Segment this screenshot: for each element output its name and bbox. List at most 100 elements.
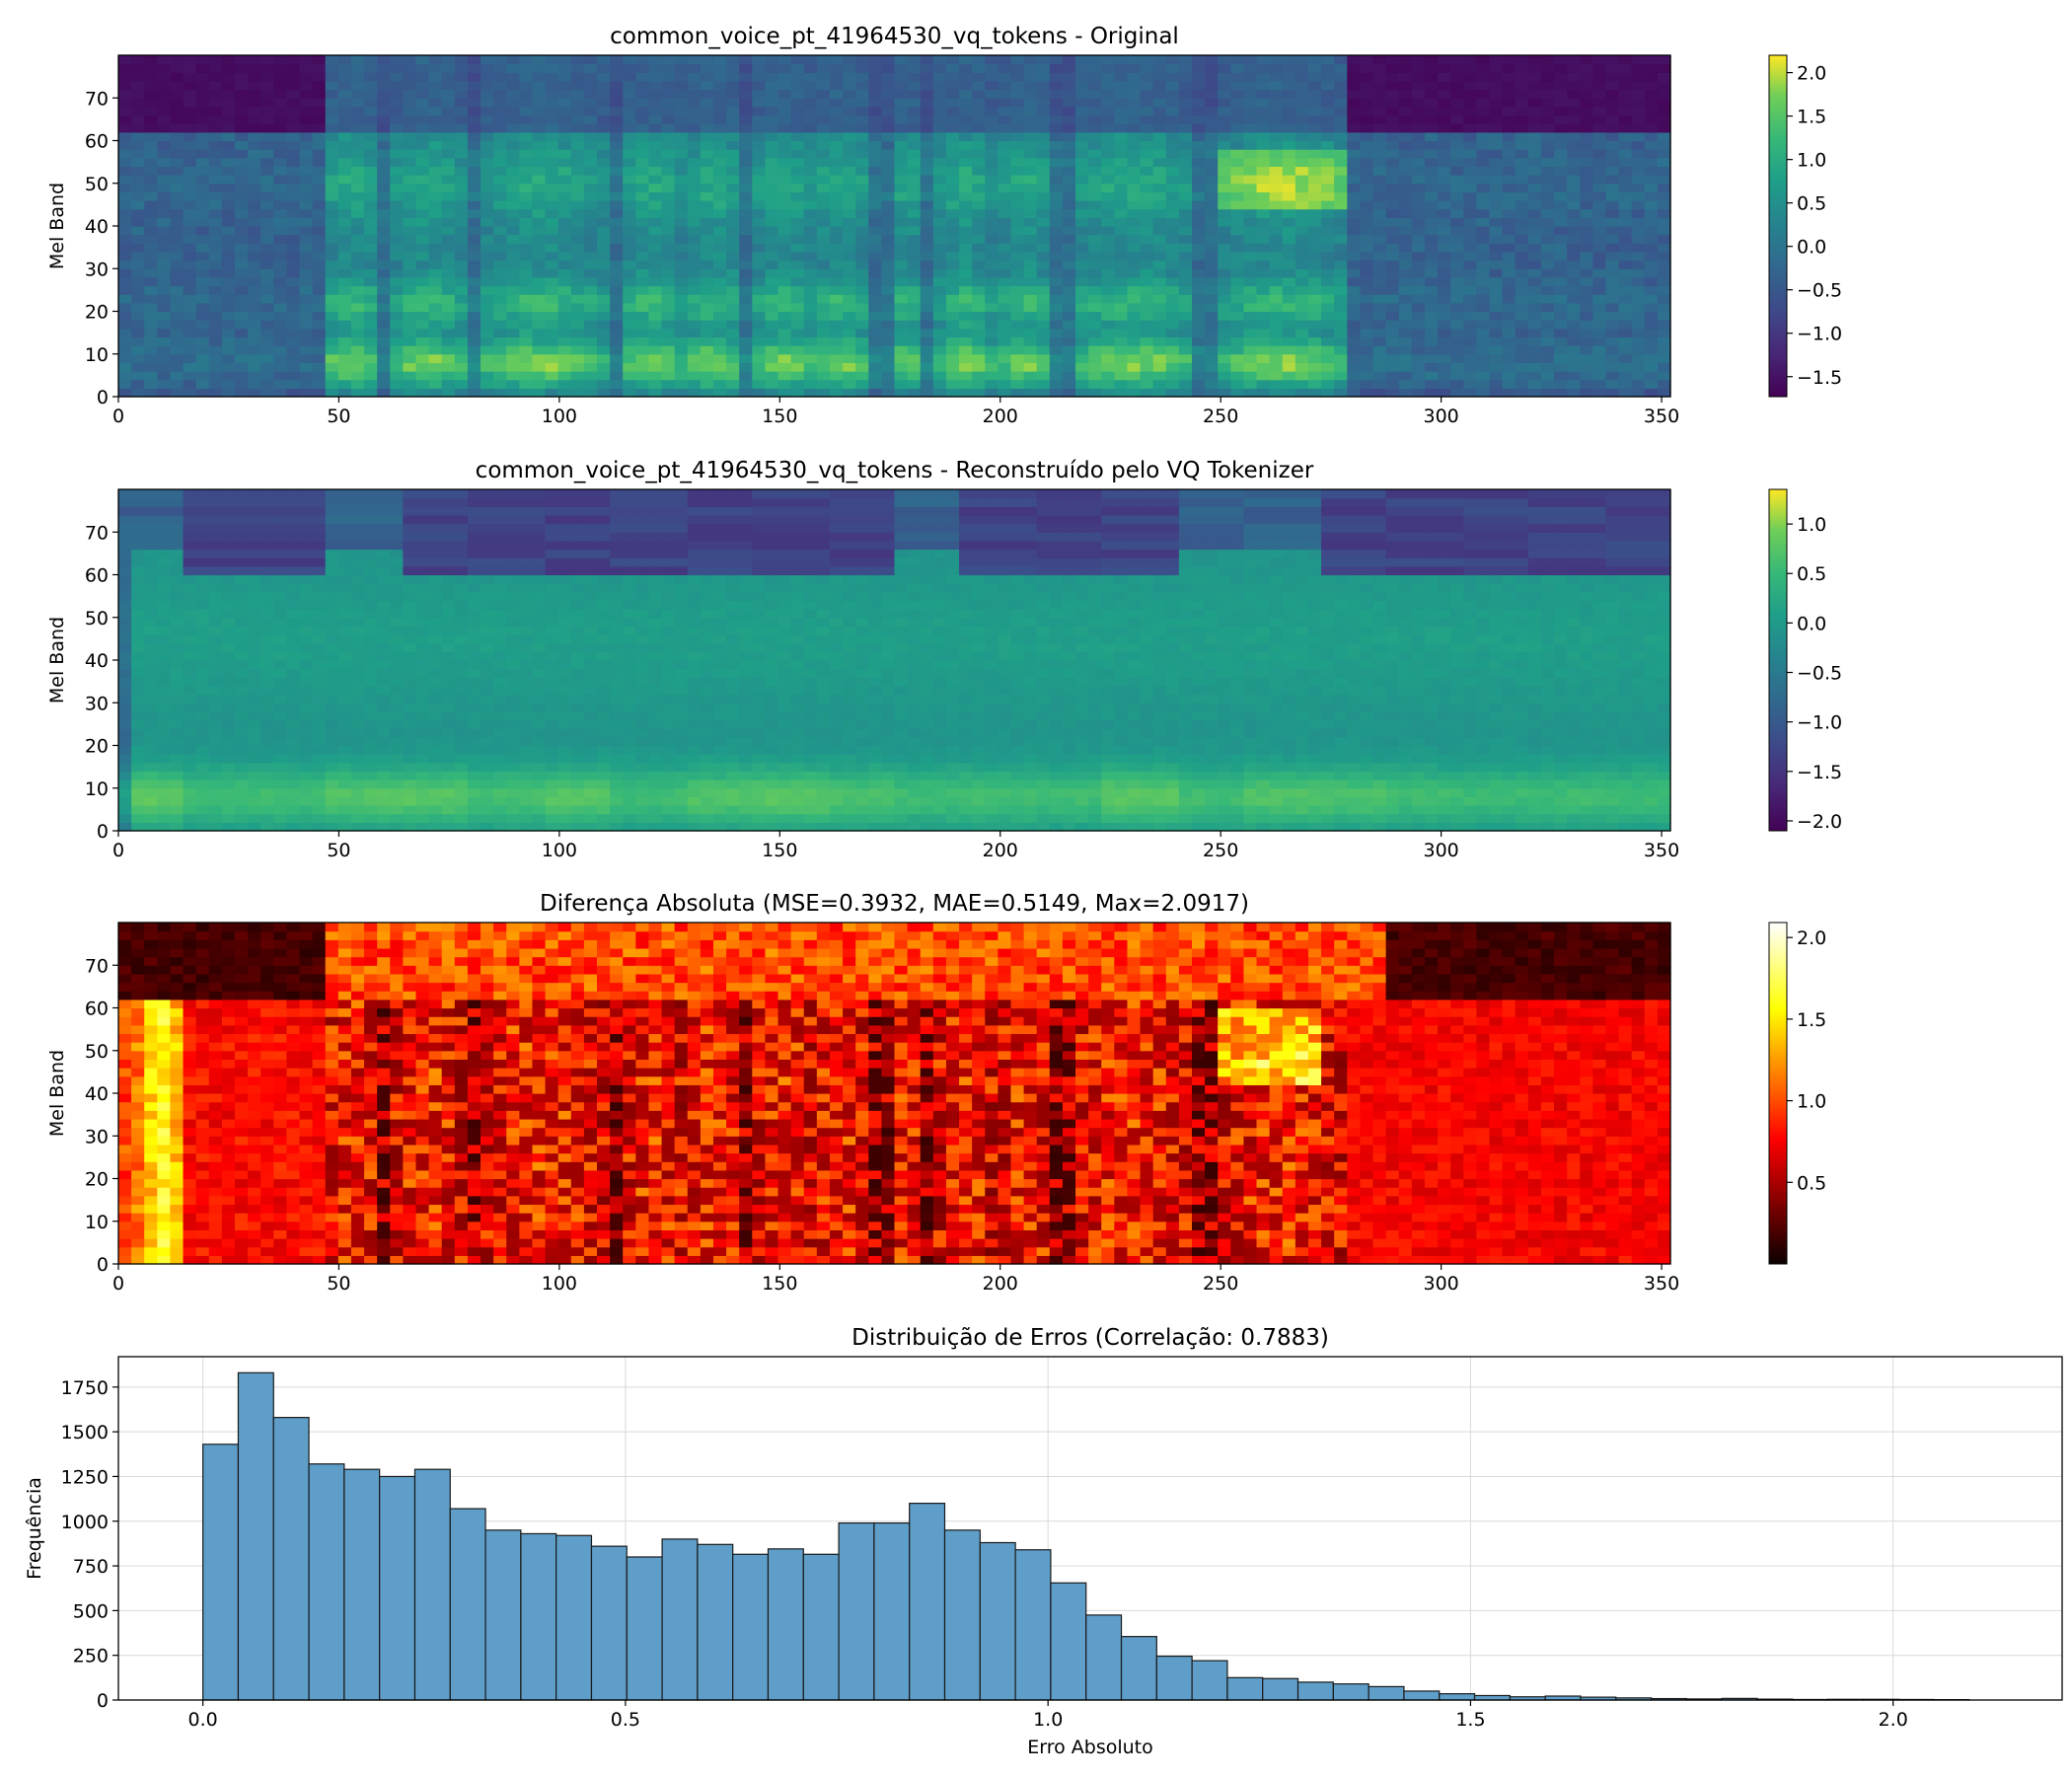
heatmap-cell — [1230, 217, 1245, 227]
heatmap-cell — [1256, 183, 1271, 192]
heatmap-cell — [312, 336, 327, 346]
heatmap-cell — [1075, 217, 1089, 227]
heatmap-cell — [1398, 294, 1413, 304]
heatmap-cell — [1114, 320, 1129, 330]
heatmap-cell — [777, 251, 792, 261]
heatmap-cell — [1463, 114, 1477, 124]
heatmap-cell — [1230, 208, 1245, 218]
heatmap-cell — [467, 353, 481, 363]
heatmap-cell — [260, 353, 274, 363]
heatmap-cell — [1527, 98, 1542, 108]
heatmap-cell — [610, 200, 624, 210]
heatmap-cell — [868, 80, 882, 91]
heatmap-cell — [998, 311, 1012, 321]
heatmap-cell — [1554, 157, 1568, 168]
heatmap-cell — [1360, 226, 1374, 236]
heatmap-cell — [1165, 285, 1180, 295]
heatmap-cell — [506, 268, 520, 278]
heatmap-cell — [700, 131, 714, 142]
heatmap-cell — [532, 131, 547, 142]
heatmap-cell — [907, 140, 922, 150]
heatmap-cell — [506, 208, 520, 218]
heatmap-cell — [519, 114, 534, 124]
heatmap-cell — [481, 294, 494, 304]
heatmap-cell — [1269, 200, 1284, 210]
heatmap-cell — [532, 72, 547, 82]
heatmap-cell — [1191, 72, 1206, 82]
heatmap-cell — [1088, 98, 1102, 108]
heatmap-cell — [1372, 123, 1387, 133]
heatmap-cell — [337, 259, 352, 269]
heatmap-cell — [325, 285, 339, 295]
heatmap-cell — [712, 328, 727, 338]
heatmap-cell — [1230, 183, 1245, 192]
heatmap-cell — [467, 55, 481, 65]
heatmap-cell — [959, 243, 973, 253]
heatmap-cell — [1372, 80, 1387, 91]
heatmap-cell — [557, 140, 572, 150]
heatmap-cell — [1605, 106, 1620, 116]
heatmap-cell — [1385, 72, 1400, 82]
heatmap-cell — [1023, 106, 1038, 116]
heatmap-cell — [273, 149, 288, 159]
heatmap-cell — [1631, 345, 1646, 355]
heatmap-cell — [1269, 336, 1284, 346]
heatmap-cell — [467, 166, 481, 176]
heatmap-cell — [195, 166, 210, 176]
heatmap-cell — [1230, 251, 1245, 261]
heatmap-cell — [945, 89, 960, 99]
heatmap-cell — [1631, 80, 1646, 91]
heatmap-cell — [959, 285, 973, 295]
heatmap-cell — [1463, 388, 1477, 398]
heatmap-cell — [1062, 72, 1076, 82]
heatmap-cell — [597, 55, 611, 65]
heatmap-cell — [131, 642, 145, 652]
heatmap-cell — [325, 200, 339, 210]
heatmap-cell — [273, 89, 288, 99]
heatmap-cell — [1243, 371, 1258, 381]
heatmap-cell — [1178, 362, 1193, 372]
heatmap-cell — [1463, 345, 1477, 355]
heatmap-cell — [843, 175, 856, 185]
heatmap-cell — [777, 123, 792, 133]
heatmap-cell — [1036, 63, 1051, 73]
heatmap-cell — [1049, 98, 1064, 108]
heatmap-cell — [1592, 320, 1607, 330]
heatmap-cell — [1334, 371, 1348, 381]
heatmap-cell — [286, 140, 301, 150]
heatmap-cell — [131, 685, 145, 696]
heatmap-cell — [894, 345, 909, 355]
heatmap-cell — [700, 259, 714, 269]
heatmap-cell — [157, 813, 172, 823]
heatmap-cell — [790, 302, 805, 313]
heatmap-cell — [221, 98, 236, 108]
heatmap-cell — [687, 72, 702, 82]
heatmap-cell — [170, 268, 185, 278]
heatmap-cell — [700, 157, 714, 168]
heatmap-cell — [350, 217, 365, 227]
heatmap-cell — [881, 294, 896, 304]
heatmap-cell — [816, 226, 831, 236]
heatmap-cell — [920, 226, 934, 236]
heatmap-cell — [415, 175, 430, 185]
heatmap-cell — [1489, 362, 1504, 372]
heatmap-cell — [183, 89, 197, 99]
heatmap-cell — [570, 217, 585, 227]
heatmap-cell — [557, 268, 572, 278]
heatmap-cell — [481, 388, 494, 398]
heatmap-cell — [1515, 106, 1529, 116]
heatmap-cell — [118, 779, 132, 789]
heatmap-cell — [519, 80, 534, 91]
heatmap-cell — [1165, 114, 1180, 124]
heatmap-cell — [1398, 140, 1413, 150]
heatmap-cell — [1438, 276, 1451, 287]
heatmap-cell — [1114, 336, 1129, 346]
heatmap-cell — [1191, 157, 1206, 168]
heatmap-cell — [493, 336, 507, 346]
heatmap-cell — [1438, 311, 1451, 321]
heatmap-cell — [519, 140, 534, 150]
heatmap-cell — [273, 166, 288, 176]
heatmap-cell — [1269, 114, 1284, 124]
heatmap-cell — [1631, 243, 1646, 253]
heatmap-cell — [454, 166, 469, 176]
